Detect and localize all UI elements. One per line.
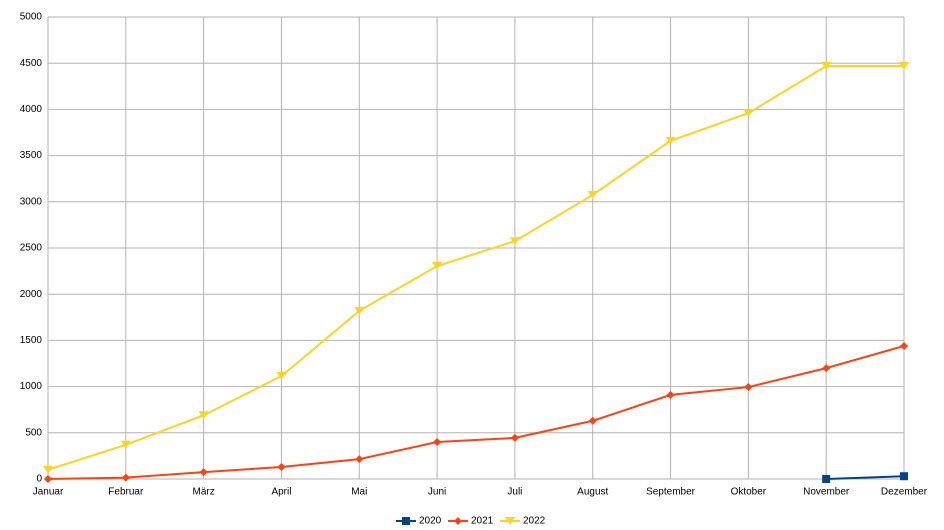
y-tick-label: 3500 bbox=[20, 150, 43, 161]
data-point bbox=[277, 462, 286, 471]
data-point bbox=[433, 438, 442, 447]
data-point bbox=[432, 262, 443, 271]
y-tick-label: 500 bbox=[25, 427, 42, 438]
x-tick-label: Januar bbox=[33, 487, 64, 498]
x-tick-label: März bbox=[193, 487, 215, 498]
series-line bbox=[47, 344, 905, 480]
y-tick-label: 2500 bbox=[20, 243, 43, 254]
legend-marker bbox=[505, 517, 515, 525]
x-tick-label: August bbox=[577, 487, 608, 498]
legend: 2020 2021 2022 bbox=[396, 516, 546, 527]
series-line bbox=[826, 475, 905, 480]
data-point bbox=[198, 411, 209, 420]
legend-label: 2020 bbox=[419, 516, 442, 527]
y-tick-label: 0 bbox=[36, 474, 42, 485]
data-point bbox=[744, 383, 753, 392]
data-point bbox=[44, 475, 52, 483]
data-point bbox=[588, 416, 597, 425]
data-point bbox=[666, 390, 675, 399]
data-point bbox=[822, 364, 831, 373]
data-point bbox=[510, 433, 519, 442]
y-tick-label: 2000 bbox=[20, 289, 43, 300]
y-tick-label: 3000 bbox=[20, 196, 43, 207]
data-point bbox=[587, 190, 598, 199]
series-line bbox=[47, 64, 904, 471]
data-point bbox=[900, 472, 908, 481]
data-point bbox=[509, 237, 520, 246]
y-tick-label: 5000 bbox=[20, 12, 43, 23]
x-tick-label: April bbox=[271, 487, 291, 498]
legend-marker bbox=[402, 517, 410, 525]
x-tick-label: Mai bbox=[351, 487, 367, 498]
data-point bbox=[665, 136, 676, 145]
x-tick-label: September bbox=[646, 487, 696, 498]
data-point bbox=[743, 109, 754, 118]
legend-label: 2021 bbox=[471, 516, 494, 527]
data-point bbox=[120, 440, 131, 449]
x-tick-label: Juni bbox=[428, 487, 446, 498]
data-point bbox=[199, 468, 208, 477]
y-tick-label: 4000 bbox=[20, 104, 43, 115]
data-point bbox=[355, 455, 364, 464]
data-point bbox=[43, 465, 53, 474]
y-tick-label: 1000 bbox=[20, 381, 43, 392]
y-tick-label: 4500 bbox=[20, 58, 43, 69]
y-tick-label: 1500 bbox=[20, 335, 43, 346]
data-point bbox=[121, 473, 130, 482]
data-point bbox=[900, 341, 908, 350]
legend-marker bbox=[454, 517, 462, 525]
x-tick-label: Dezember bbox=[881, 487, 928, 498]
legend-label: 2022 bbox=[523, 516, 546, 527]
x-tick-label: Juli bbox=[507, 487, 522, 498]
data-point bbox=[822, 475, 831, 483]
data-point bbox=[821, 61, 832, 70]
x-tick-label: November bbox=[803, 487, 850, 498]
x-tick-label: Oktober bbox=[731, 487, 767, 498]
data-point bbox=[899, 61, 909, 70]
data-point bbox=[354, 306, 365, 315]
x-tick-label: Februar bbox=[108, 487, 144, 498]
data-point bbox=[276, 371, 287, 380]
